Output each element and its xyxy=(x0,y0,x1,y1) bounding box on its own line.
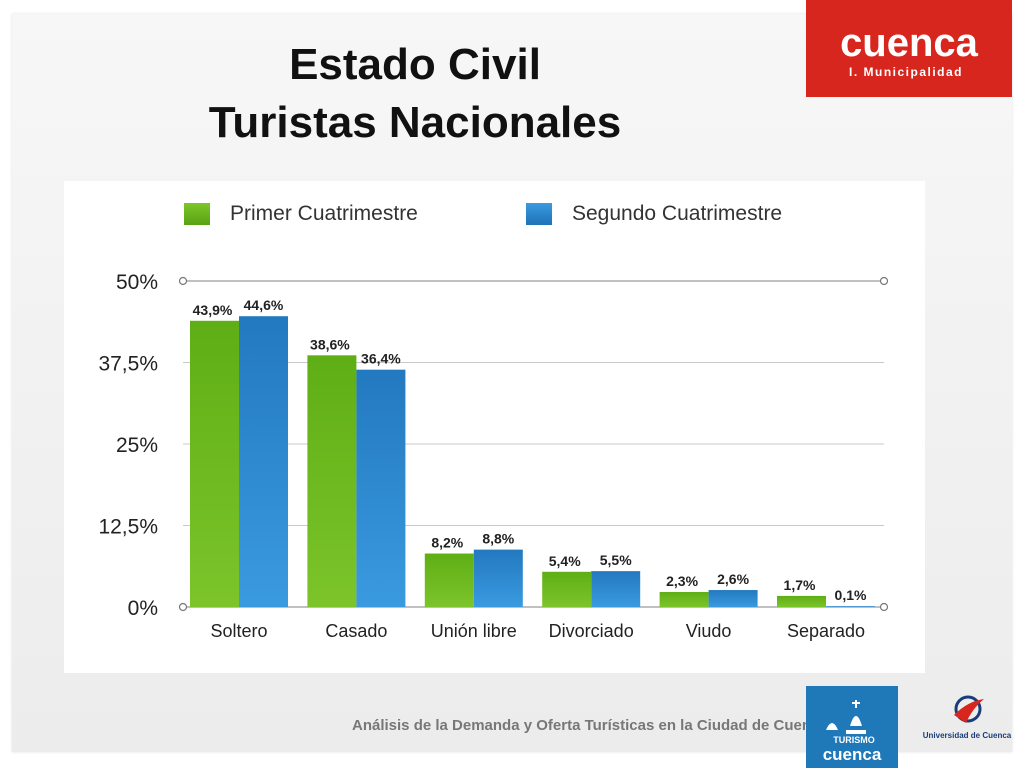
bar-value-label: 8,2% xyxy=(431,535,463,551)
turismo-cuenca-logo: TURISMO cuenca xyxy=(806,686,898,768)
legend-swatch-primer xyxy=(184,203,210,225)
bar-primer xyxy=(542,571,592,607)
cuenca-logo-subtitle: I. Municipalidad xyxy=(849,65,963,79)
bar-segundo xyxy=(356,369,406,607)
gridline-end-marker xyxy=(879,602,889,612)
bar-value-label: 5,4% xyxy=(549,553,581,569)
bar-segundo xyxy=(239,316,288,607)
legend-swatch-segundo xyxy=(526,203,552,225)
x-category-label: Divorciado xyxy=(549,621,634,641)
bar-segundo xyxy=(708,590,758,607)
bar-primer xyxy=(659,592,709,607)
bar-layer xyxy=(190,316,875,607)
bar-value-label: 44,6% xyxy=(244,297,284,313)
title-line-1: Estado Civil xyxy=(289,40,541,89)
legend-item-primer: Primer Cuatrimestre xyxy=(184,198,418,230)
x-category-label: Soltero xyxy=(210,621,267,641)
x-category-label: Separado xyxy=(787,621,865,641)
legend-label-segundo: Segundo Cuatrimestre xyxy=(572,202,783,225)
y-tick-label: 12,5% xyxy=(98,516,158,539)
x-category-label: Unión libre xyxy=(431,621,517,641)
y-tick-label: 25% xyxy=(116,434,158,457)
cuenca-municipal-logo: cuenca I. Municipalidad xyxy=(806,0,1012,97)
bar-value-label: 38,6% xyxy=(310,336,350,352)
turismo-logo-line1: TURISMO xyxy=(833,735,875,745)
x-category-label: Viudo xyxy=(686,621,732,641)
bar-value-label: 0,1% xyxy=(835,587,867,603)
y-tick-label: 0% xyxy=(128,597,158,620)
university-emblem-icon xyxy=(954,695,984,723)
bar-primer xyxy=(777,595,826,607)
bar-primer xyxy=(424,553,474,607)
slide-title: Estado Civil Turistas Nacionales xyxy=(150,36,680,152)
bar-value-label: 43,9% xyxy=(193,302,233,318)
bar-segundo xyxy=(473,549,523,607)
y-tick-label: 37,5% xyxy=(98,353,158,376)
legend-item-segundo: Segundo Cuatrimestre xyxy=(526,198,782,230)
bar-segundo xyxy=(591,571,641,607)
bar-value-label: 36,4% xyxy=(361,351,401,367)
bar-value-label: 2,6% xyxy=(717,571,749,587)
grid-layer xyxy=(178,276,889,612)
bar-value-label: 8,8% xyxy=(482,531,514,547)
gridline-end-marker xyxy=(178,602,188,612)
gridline-end-marker xyxy=(178,276,188,286)
title-line-2: Turistas Nacionales xyxy=(208,98,622,147)
church-dome-icon xyxy=(826,716,866,734)
label-layer: 0% 12,5% 25% 37,5% 50% 43,9% 44,6% Soltero 38,6%… xyxy=(98,271,867,641)
bar-value-label: 2,3% xyxy=(666,573,698,589)
universidad-label: Universidad de Cuenca xyxy=(922,731,1012,740)
turismo-logo-line2: cuenca xyxy=(823,745,882,764)
bar-segundo xyxy=(826,606,875,607)
legend-label-primer: Primer Cuatrimestre xyxy=(230,202,418,225)
bar-primer xyxy=(307,355,357,607)
gridline-end-marker xyxy=(879,276,889,286)
bar-primer xyxy=(190,320,239,607)
footer-caption: Análisis de la Demanda y Oferta Turístic… xyxy=(352,717,828,734)
y-tick-label: 50% xyxy=(116,271,158,294)
bar-value-label: 5,5% xyxy=(600,552,632,568)
universidad-cuenca-logo: Universidad de Cuenca xyxy=(922,693,1012,745)
bar-value-label: 1,7% xyxy=(784,577,816,593)
x-category-label: Casado xyxy=(325,621,387,641)
cuenca-logo-wordmark: cuenca xyxy=(840,21,979,65)
